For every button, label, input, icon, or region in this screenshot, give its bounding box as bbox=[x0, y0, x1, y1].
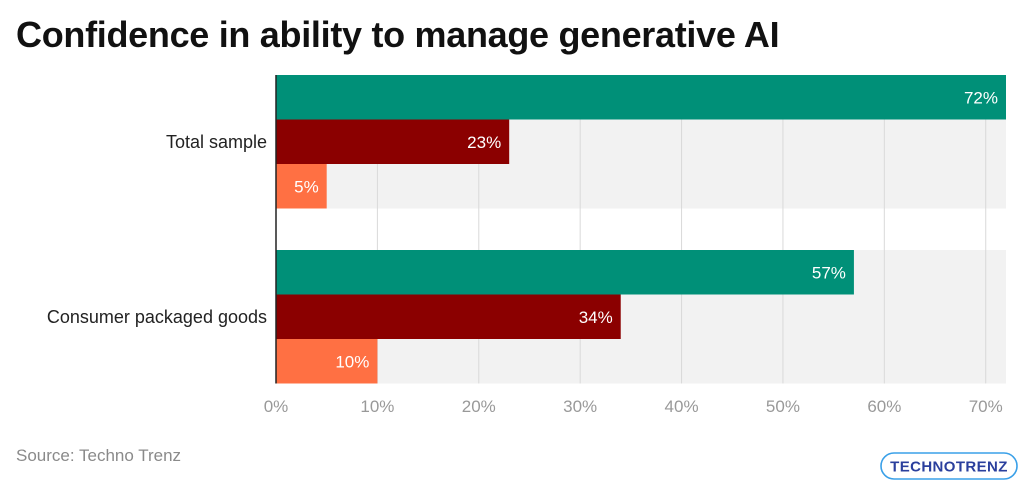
source-note: Source: Techno Trenz bbox=[16, 446, 182, 465]
bar-value-label: 10% bbox=[335, 352, 369, 371]
bar bbox=[276, 339, 378, 384]
category-label: Total sample bbox=[166, 132, 267, 152]
category-label: Consumer packaged goods bbox=[47, 307, 267, 327]
x-tick-label: 20% bbox=[462, 397, 496, 416]
bar bbox=[276, 250, 854, 295]
bar-value-label: 34% bbox=[579, 308, 613, 327]
x-tick-label: 60% bbox=[867, 397, 901, 416]
bar-value-label: 23% bbox=[467, 133, 501, 152]
logo-text: TECHNOTRENZ bbox=[890, 459, 1008, 476]
bar-value-label: 5% bbox=[294, 177, 319, 196]
chart-title: Confidence in ability to manage generati… bbox=[16, 14, 780, 55]
x-tick-label: 10% bbox=[360, 397, 394, 416]
x-tick-label: 50% bbox=[766, 397, 800, 416]
x-tick-label: 30% bbox=[563, 397, 597, 416]
techno-trenz-logo: TECHNOTRENZ bbox=[880, 452, 1018, 480]
bar bbox=[276, 75, 1006, 120]
bar-value-label: 72% bbox=[964, 88, 998, 107]
x-tick-label: 0% bbox=[264, 397, 289, 416]
bar-chart: 72% 23% 5% Total sample 57% 34% 10% Consumer pa… bbox=[47, 75, 1006, 416]
bar-value-label: 57% bbox=[812, 263, 846, 282]
x-tick-label: 70% bbox=[969, 397, 1003, 416]
bar bbox=[276, 164, 327, 209]
bar bbox=[276, 294, 621, 339]
bar bbox=[276, 119, 510, 164]
x-tick-label: 40% bbox=[665, 397, 699, 416]
